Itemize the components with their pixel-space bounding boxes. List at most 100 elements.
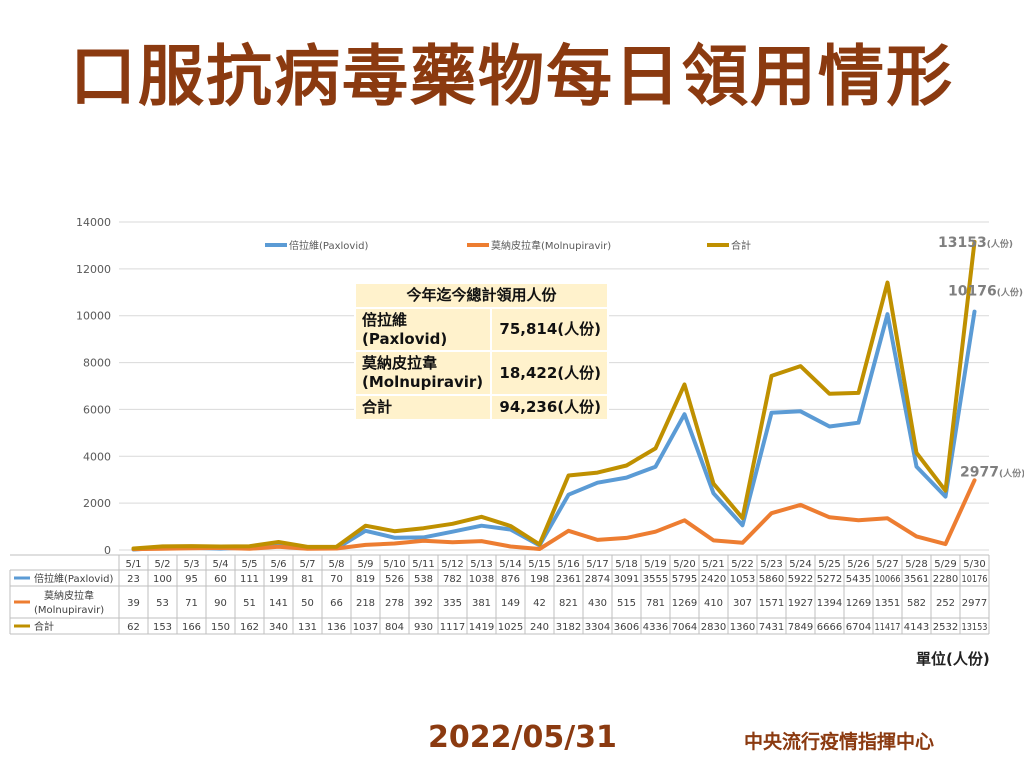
data-value: 410 [704,598,723,609]
data-value: 1360 [730,622,755,633]
summary-row-label: 倍拉維 (Paxlovid) [353,306,493,353]
data-value: 3182 [556,622,581,633]
data-value: 11417 [875,622,901,633]
data-value: 6666 [817,622,842,633]
series-line [131,478,977,552]
data-value: 149 [501,598,520,609]
data-value: 252 [936,598,955,609]
data-value: 166 [182,622,201,633]
data-value: 53 [156,598,169,609]
footer-date: 2022/05/31 [428,720,617,755]
x-tick-label: 5/25 [818,559,840,570]
data-value: 2532 [933,622,958,633]
data-value: 7064 [672,622,697,633]
data-value: 111 [240,574,259,585]
data-value: 7431 [759,622,784,633]
y-tick-label: 10000 [76,310,111,323]
x-tick-label: 5/14 [499,559,521,570]
data-value: 819 [356,574,375,585]
data-value: 5435 [846,574,871,585]
series-end-value: 13153 [938,235,987,251]
x-tick-label: 5/3 [183,559,199,570]
x-tick-label: 5/12 [441,559,463,570]
data-value: 42 [533,598,546,609]
series-end-label: 10176(人份) [948,284,1023,300]
summary-row-paxlovid: 倍拉維 (Paxlovid) 75,814(人份) [353,306,609,353]
data-value: 782 [443,574,462,585]
data-value: 13153 [962,622,988,633]
data-value: 95 [185,574,198,585]
ytd-summary-table: 今年迄今總計領用人份 倍拉維 (Paxlovid) 75,814(人份) 莫納皮… [353,282,609,421]
data-value: 582 [907,598,926,609]
data-value: 50 [301,598,314,609]
data-value: 23 [127,574,140,585]
data-value: 3606 [614,622,639,633]
x-tick-label: 5/26 [847,559,869,570]
series-end-label: 13153(人份) [938,235,1013,251]
data-value: 278 [385,598,404,609]
x-tick-label: 5/21 [702,559,724,570]
data-value: 2830 [701,622,726,633]
x-tick-label: 5/9 [357,559,373,570]
x-tick-label: 5/28 [905,559,927,570]
data-value: 1927 [788,598,813,609]
unit-label: 單位(人份) [916,650,990,668]
summary-header: 今年迄今總計領用人份 [354,282,609,309]
series-end-unit: (人份) [997,287,1023,299]
data-value: 2977 [962,598,987,609]
x-tick-label: 5/8 [328,559,344,570]
series-end-label: 2977(人份) [960,464,1024,480]
data-value: 335 [443,598,462,609]
y-tick-label: 12000 [76,263,111,276]
data-value: 2361 [556,574,581,585]
summary-row-value: 94,236(人份) [490,393,609,421]
data-value: 930 [414,622,433,633]
data-value: 218 [356,598,375,609]
data-value: 526 [385,574,404,585]
data-value: 781 [646,598,665,609]
x-tick-label: 5/6 [270,559,286,570]
summary-row-molnupiravir: 莫納皮拉韋 (Molnupiravir) 18,422(人份) [353,350,609,396]
summary-row-value: 75,814(人份) [490,306,609,353]
data-value: 392 [414,598,433,609]
table-row-label: 合計 [34,620,54,633]
data-value: 4336 [643,622,668,633]
y-tick-label: 6000 [83,403,111,416]
data-value: 70 [330,574,343,585]
data-value: 240 [530,622,549,633]
footer-org: 中央流行疫情指揮中心 [744,731,935,753]
x-tick-label: 5/2 [154,559,170,570]
data-value: 1117 [440,622,465,633]
data-value: 66 [330,598,343,609]
data-value: 2280 [933,574,958,585]
legend-label: 倍拉維(Paxlovid) [289,239,368,252]
data-value: 1269 [846,598,871,609]
data-value: 2874 [585,574,610,585]
x-tick-label: 5/24 [789,559,811,570]
data-value: 5795 [672,574,697,585]
data-value: 876 [501,574,520,585]
series-end-value: 2977 [960,464,999,480]
x-tick-label: 5/7 [299,559,315,570]
data-value: 141 [269,598,288,609]
y-tick-label: 4000 [83,450,111,463]
data-value: 1394 [817,598,842,609]
data-value: 5922 [788,574,813,585]
data-value: 81 [301,574,314,585]
data-value: 6704 [846,622,871,633]
data-value: 3555 [643,574,668,585]
data-value: 430 [588,598,607,609]
x-tick-label: 5/17 [586,559,608,570]
summary-label-latin: (Molnupiravir) [362,373,484,391]
y-tick-label: 8000 [83,357,111,370]
data-value: 804 [385,622,404,633]
data-value: 4143 [904,622,929,633]
data-value: 1571 [759,598,784,609]
y-tick-label: 0 [104,544,111,557]
x-tick-label: 5/23 [760,559,782,570]
data-value: 3304 [585,622,610,633]
data-value: 162 [240,622,259,633]
x-tick-label: 5/1 [125,559,141,570]
summary-row-total: 合計 94,236(人份) [353,393,609,421]
